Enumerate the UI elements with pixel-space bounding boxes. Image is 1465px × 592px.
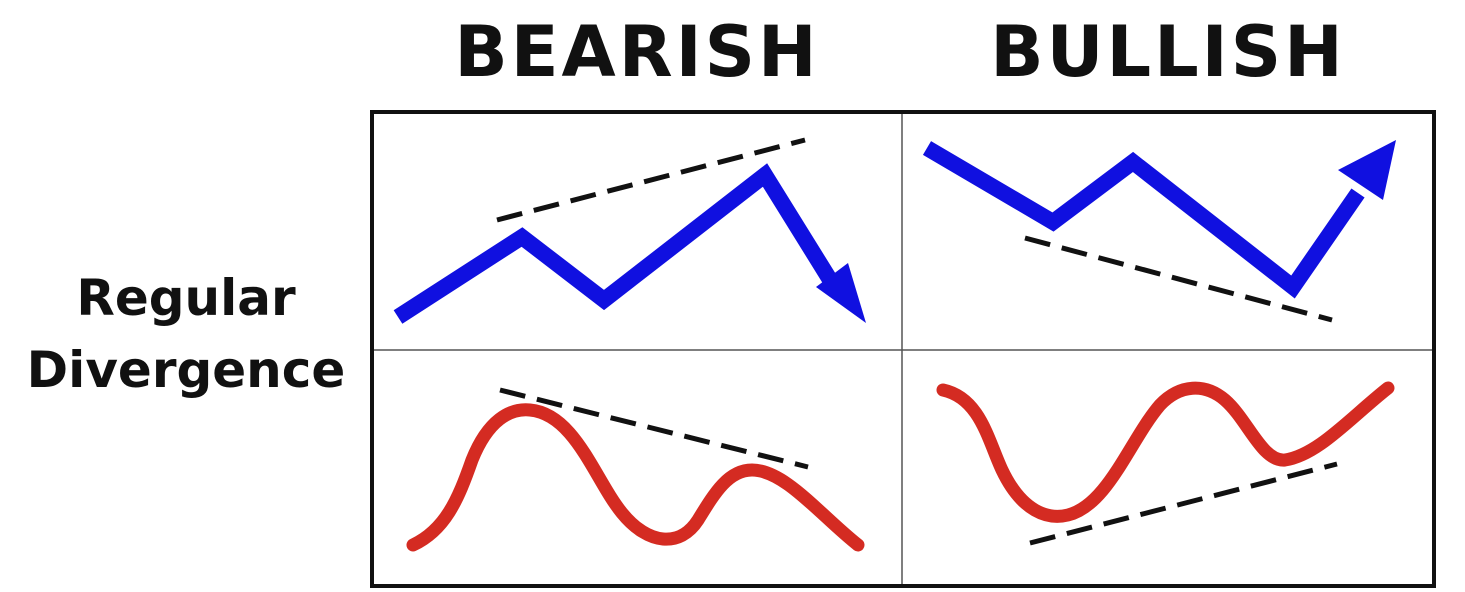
bearish-indicator-line	[406, 403, 865, 552]
grid-outer-border	[370, 110, 1436, 588]
bullish-price-line	[922, 141, 1365, 299]
bearish-price-panel	[393, 137, 866, 324]
bullish-indicator-trendline	[1029, 461, 1338, 546]
bearish-indicator-panel	[406, 387, 865, 552]
bullish-price-trendline	[1024, 235, 1333, 323]
bearish-down-arrow-head	[816, 263, 866, 323]
bearish-price-line	[393, 163, 839, 324]
row-label-regular-divergence: Regular Divergence	[0, 262, 372, 406]
bullish-indicator-line	[936, 381, 1395, 523]
row-label-line-1: Regular	[76, 269, 296, 327]
bullish-indicator-panel	[936, 381, 1395, 546]
bearish-price-trendline	[496, 137, 806, 223]
bullish-heading: BULLISH	[990, 11, 1346, 93]
bearish-indicator-trendline	[499, 387, 809, 470]
bearish-heading: BEARISH	[454, 11, 820, 93]
bullish-price-panel	[922, 140, 1396, 323]
bullish-up-arrow-head	[1338, 140, 1396, 200]
row-label-line-2: Divergence	[26, 341, 346, 399]
